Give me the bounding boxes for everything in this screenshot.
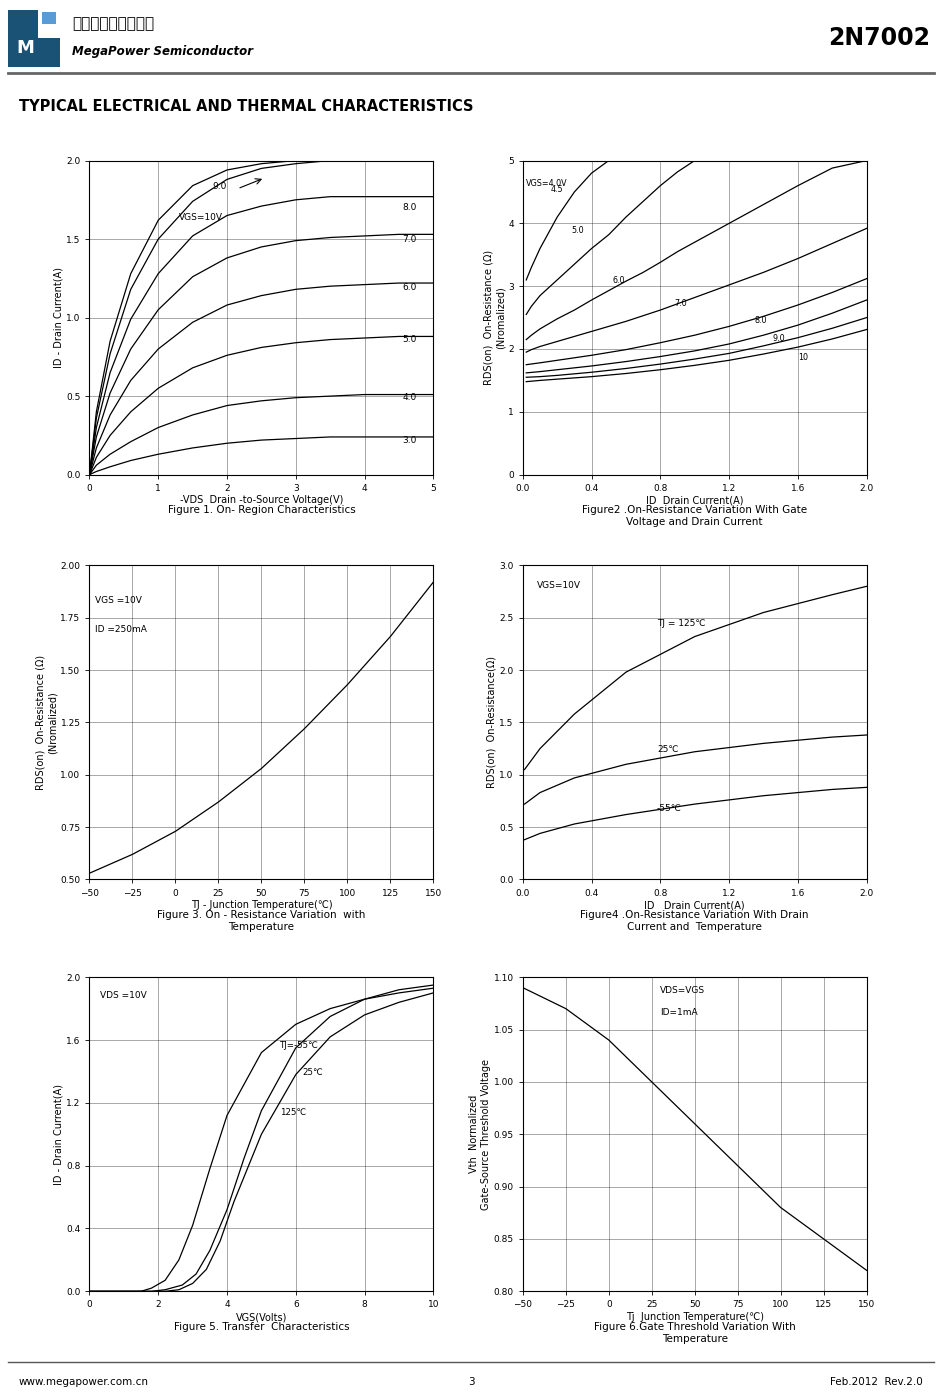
X-axis label: TJ - Junction Temperature(℃): TJ - Junction Temperature(℃) — [190, 900, 333, 910]
Text: Figure 6.Gate Threshold Variation With
Temperature: Figure 6.Gate Threshold Variation With T… — [593, 1322, 796, 1343]
Bar — [38, 10, 60, 38]
Text: 5.0: 5.0 — [571, 226, 584, 235]
Text: 25℃: 25℃ — [302, 1068, 323, 1076]
Text: 2N7002: 2N7002 — [828, 27, 930, 50]
Text: VGS=10V: VGS=10V — [179, 214, 223, 222]
Text: 瑞信半導體有限公司: 瑞信半導體有限公司 — [72, 15, 154, 31]
Text: 3.0: 3.0 — [402, 436, 416, 444]
Text: 10: 10 — [798, 353, 808, 363]
Text: 5.0: 5.0 — [402, 335, 416, 343]
Y-axis label: RDS(on)  On-Resistance(Ω): RDS(on) On-Resistance(Ω) — [487, 656, 496, 789]
Text: Figure 5. Transfer  Characteristics: Figure 5. Transfer Characteristics — [173, 1322, 349, 1332]
Text: TJ=-55℃: TJ=-55℃ — [281, 1041, 319, 1050]
Text: Figure 1. On- Region Characteristics: Figure 1. On- Region Characteristics — [168, 505, 355, 515]
Text: 7.0: 7.0 — [402, 235, 416, 243]
Y-axis label: ID - Drain Current(A): ID - Drain Current(A) — [54, 1083, 63, 1185]
Text: VDS =10V: VDS =10V — [100, 991, 147, 1000]
Text: M: M — [16, 39, 34, 57]
Text: VGS =10V: VGS =10V — [94, 596, 141, 604]
Text: 8.0: 8.0 — [755, 315, 768, 325]
Text: 7.0: 7.0 — [674, 299, 687, 309]
Text: 8.0: 8.0 — [402, 204, 416, 212]
Text: VGS=10V: VGS=10V — [537, 581, 580, 591]
Y-axis label: Vth  Normalized
Gate-Source Threshold Voltage: Vth Normalized Gate-Source Threshold Vol… — [469, 1058, 491, 1210]
Text: 9.0: 9.0 — [772, 335, 785, 343]
Text: 25℃: 25℃ — [657, 744, 678, 754]
Text: www.megapower.com.cn: www.megapower.com.cn — [19, 1378, 149, 1388]
Text: -55℃: -55℃ — [657, 804, 682, 814]
Text: Figure2 .On-Resistance Variation With Gate
Voltage and Drain Current: Figure2 .On-Resistance Variation With Ga… — [582, 505, 807, 526]
Text: MegaPower Semiconductor: MegaPower Semiconductor — [72, 45, 253, 59]
Text: TYPICAL ELECTRICAL AND THERMAL CHARACTERISTICS: TYPICAL ELECTRICAL AND THERMAL CHARACTER… — [19, 99, 473, 113]
X-axis label: -VDS  Drain -to-Source Voltage(V): -VDS Drain -to-Source Voltage(V) — [180, 496, 343, 505]
Text: 9.0: 9.0 — [212, 181, 226, 191]
Text: 4.0: 4.0 — [402, 394, 416, 402]
Y-axis label: RDS(on)  On-Resistance (Ω)
(Nromalized): RDS(on) On-Resistance (Ω) (Nromalized) — [36, 655, 57, 790]
Text: TJ = 125℃: TJ = 125℃ — [657, 618, 706, 628]
Y-axis label: ID - Drain Current(A): ID - Drain Current(A) — [54, 267, 63, 369]
Text: 6.0: 6.0 — [612, 276, 625, 285]
Text: Figure 3. On - Resistance Variation  with
Temperature: Figure 3. On - Resistance Variation with… — [157, 910, 365, 931]
Text: Figure4 .On-Resistance Variation With Drain
Current and  Temperature: Figure4 .On-Resistance Variation With Dr… — [580, 910, 809, 931]
Text: VDS=VGS: VDS=VGS — [660, 986, 706, 995]
Bar — [8, 10, 60, 67]
Bar — [42, 13, 56, 24]
Text: VGS=4.0V: VGS=4.0V — [527, 179, 568, 187]
X-axis label: ID  Drain Current(A): ID Drain Current(A) — [646, 496, 743, 505]
Text: 125℃: 125℃ — [281, 1108, 306, 1117]
Text: Feb.2012  Rev.2.0: Feb.2012 Rev.2.0 — [831, 1378, 923, 1388]
X-axis label: ID   Drain Current(A): ID Drain Current(A) — [644, 900, 745, 910]
X-axis label: Tj  Junction Temperature(℃): Tj Junction Temperature(℃) — [625, 1312, 764, 1322]
Text: ID =250mA: ID =250mA — [94, 625, 147, 634]
Y-axis label: RDS(on)  On-Resistance (Ω)
(Nromalized): RDS(on) On-Resistance (Ω) (Nromalized) — [483, 250, 505, 385]
Text: 3: 3 — [467, 1378, 475, 1388]
Text: 4.5: 4.5 — [550, 184, 563, 194]
Text: ID=1mA: ID=1mA — [660, 1008, 698, 1016]
X-axis label: VGS(Volts): VGS(Volts) — [236, 1312, 287, 1322]
Text: 6.0: 6.0 — [402, 283, 416, 292]
